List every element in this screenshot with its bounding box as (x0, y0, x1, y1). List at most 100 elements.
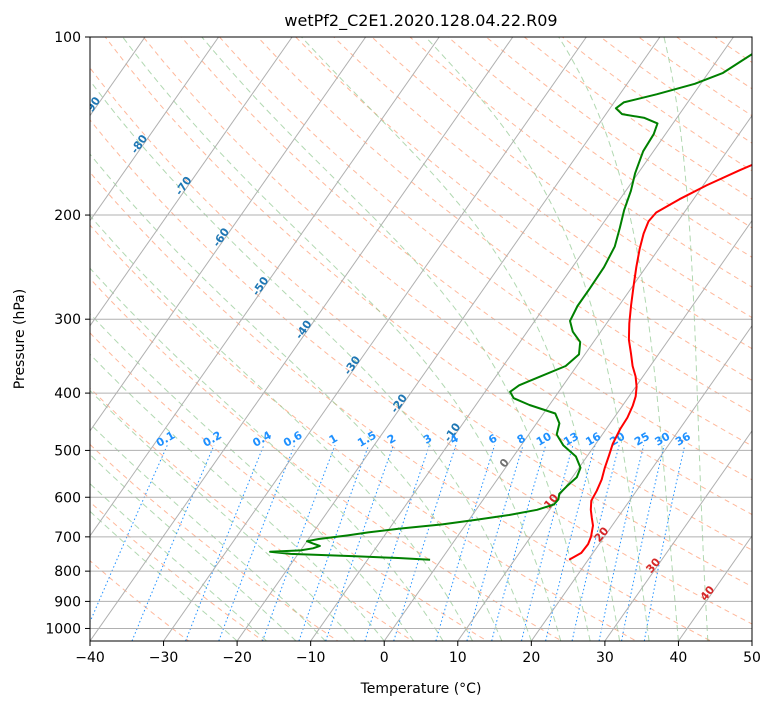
dry-adiabat (708, 0, 775, 653)
mixing-ratio-line (131, 445, 215, 641)
mixing-ratio-label: 16 (583, 430, 603, 449)
y-axis-ticks: 100 200 300 400 500 600 700 800 900 1000 (45, 30, 90, 637)
x-tick-label: −30 (149, 650, 179, 666)
dry-adiabat (90, 224, 638, 641)
mixing-ratio-line (521, 445, 574, 641)
isotherm-line (530, 324, 752, 641)
moist-adiabat (90, 214, 473, 641)
moist-adiabat (558, 37, 679, 641)
mixing-ratio-line (571, 445, 620, 641)
mixing-ratio-line (262, 445, 336, 641)
grid-lines (0, 37, 752, 641)
moist-adiabat (425, 37, 650, 641)
isotherm-line (90, 37, 219, 222)
dry-adiabat (561, 37, 752, 172)
moist-adiabat (90, 510, 238, 641)
isotherm-line (457, 219, 752, 641)
mixing-ratio-line (90, 444, 168, 624)
mixing-ratio-label: 2 (385, 432, 398, 447)
mixing-ratio-line (598, 445, 645, 641)
isotherm-line (604, 429, 752, 641)
x-tick-label: 20 (522, 650, 540, 666)
y-tick-label: 100 (54, 30, 81, 46)
isotherm-label: -80 (128, 132, 150, 156)
dry-adiabat (90, 332, 488, 641)
dry-adiabat (90, 443, 339, 641)
mixing-ratio-line (545, 445, 596, 641)
mixing-ratio-label: 0.2 (201, 429, 224, 450)
mixing-ratio-line (364, 445, 430, 641)
x-tick-label: 50 (743, 650, 761, 666)
dry-adiabat (90, 501, 265, 641)
moist-adiabat (201, 37, 591, 641)
dewpoint-line (269, 52, 752, 561)
x-axis-label: Temperature (°C) (360, 681, 482, 697)
isotherm-label: -70 (173, 174, 195, 198)
isotherm-line (90, 37, 293, 327)
plot-frame (89, 36, 753, 642)
mixing-ratio-line (466, 445, 524, 641)
positive-isotherm-label: 20 (592, 524, 612, 544)
dry-adiabat (90, 67, 752, 588)
mixing-ratio-label: 0.1 (154, 429, 177, 450)
positive-isotherm-label: 0 (497, 456, 512, 470)
reference-labels: -100-90-80-70-60-50-40-30-20-10010203040… (90, 94, 718, 603)
mixing-ratio-line (621, 445, 665, 641)
x-tick-label: 10 (449, 650, 467, 666)
moist-adiabat (122, 37, 562, 641)
y-axis-label: Pressure (hPa) (12, 289, 28, 389)
moist-adiabat (90, 453, 297, 641)
isotherm-line (310, 37, 734, 641)
mixing-ratio-line (298, 445, 370, 641)
y-tick-label: 500 (54, 443, 81, 459)
moist-adiabat (90, 483, 267, 641)
moist-adiabat (90, 313, 415, 641)
isotherm-line (90, 37, 367, 432)
isotherm-line (383, 114, 752, 641)
y-tick-label: 200 (54, 208, 81, 224)
temperature-line (568, 163, 752, 561)
background-lines (90, 0, 775, 653)
positive-isotherm-label: 40 (698, 583, 718, 603)
mixing-ratio-label: 0.6 (281, 429, 305, 450)
y-tick-label: 600 (54, 490, 81, 506)
mixing-ratio-label: 1.5 (355, 429, 378, 450)
dry-adiabat (218, 37, 752, 447)
x-tick-label: −20 (222, 650, 252, 666)
mixing-ratio-label: 36 (673, 430, 693, 449)
x-tick-label: 40 (670, 650, 688, 666)
mixing-ratio-line (435, 445, 496, 641)
mixing-ratio-line (325, 445, 394, 641)
y-tick-label: 700 (54, 530, 81, 546)
moist-adiabat (90, 79, 532, 641)
isotherm-label: -60 (210, 225, 232, 249)
dry-adiabat (90, 277, 563, 641)
mixing-ratio-label: 30 (652, 430, 672, 449)
isotherm-line (751, 640, 752, 641)
x-tick-label: −10 (296, 650, 326, 666)
mixing-ratio-label: 1 (327, 432, 340, 447)
dry-adiabat (675, 37, 752, 90)
mixing-ratio-line (643, 445, 686, 641)
moist-adiabat (301, 37, 621, 641)
isotherm-label: -20 (388, 391, 410, 415)
dry-adiabat (713, 37, 752, 64)
isotherm-line (90, 37, 440, 537)
y-tick-label: 1000 (45, 621, 81, 637)
mixing-ratio-line (393, 445, 457, 641)
moist-adiabat (90, 153, 503, 641)
dry-adiabat (90, 171, 712, 641)
mixing-ratio-label: 25 (632, 430, 652, 449)
dry-adiabat (744, 0, 775, 653)
moist-adiabat (90, 267, 444, 641)
mixing-ratio-line (185, 445, 265, 641)
isotherm-line (0, 37, 71, 641)
isotherm-line (678, 535, 752, 641)
x-axis-ticks: −40 −30 −20 −10 0 10 20 30 40 50 (75, 641, 761, 666)
dry-adiabat (485, 37, 752, 229)
moist-adiabat (90, 389, 356, 641)
moist-adiabat (663, 37, 709, 641)
isotherm-label: -40 (293, 318, 315, 342)
y-tick-label: 400 (54, 386, 81, 402)
